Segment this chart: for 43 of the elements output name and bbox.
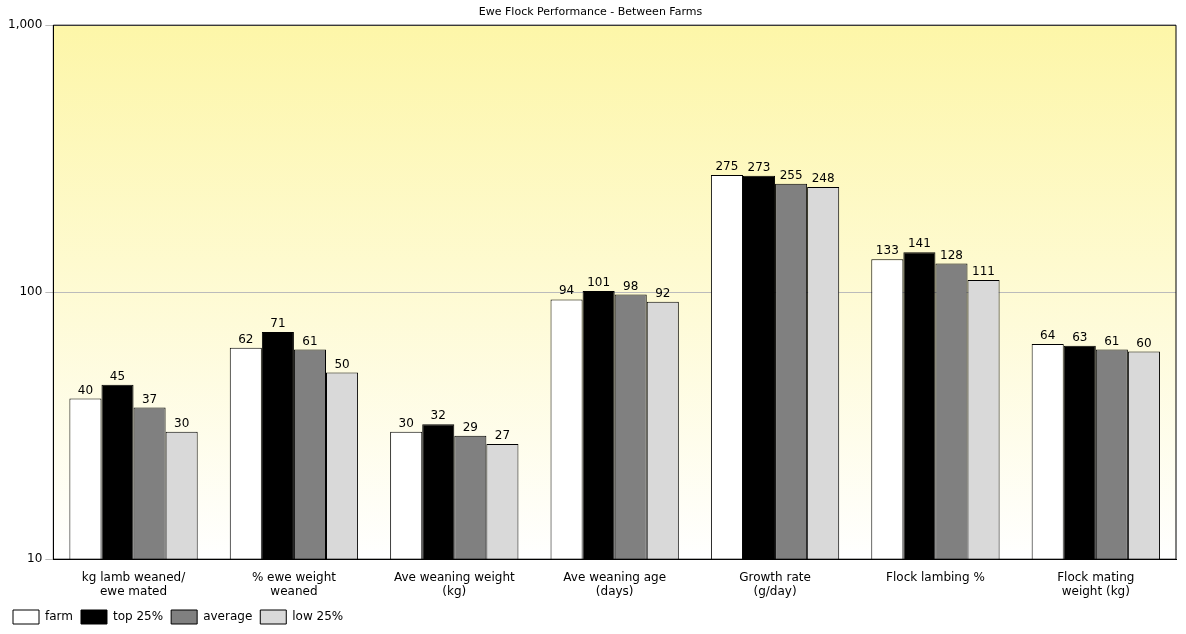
data-label: 255 — [779, 167, 803, 182]
data-label: 141 — [907, 236, 931, 251]
legend-label: low 25% — [292, 609, 344, 624]
data-label: 32 — [430, 408, 446, 423]
legend-label: average — [203, 609, 253, 624]
legend-label: farm — [45, 609, 73, 624]
data-label: 40 — [77, 382, 94, 397]
x-tick-label: Ave weaning age (days) — [563, 569, 667, 598]
x-tick-label: Ave weaning weight (kg) — [393, 569, 515, 598]
data-label: 30 — [174, 415, 190, 430]
data-label: 29 — [462, 419, 478, 434]
data-label: 248 — [811, 171, 835, 186]
x-tick-label: Growth rate (g/day) — [739, 569, 811, 598]
data-label: 50 — [334, 356, 350, 371]
data-label: 275 — [715, 159, 739, 174]
data-label: 61 — [302, 333, 318, 348]
data-label: 92 — [655, 285, 671, 300]
data-label: 61 — [1104, 333, 1120, 348]
data-label: 128 — [940, 247, 963, 262]
data-label: 111 — [972, 264, 995, 279]
x-tick-label: kg lamb weaned/ ewe mated — [81, 569, 187, 598]
y-tick-label: 100 — [19, 284, 43, 299]
data-label: 45 — [109, 368, 126, 383]
x-tick-label: Flock mating weight (kg) — [1057, 569, 1135, 598]
data-label: 273 — [747, 159, 771, 174]
x-tick-label: % ewe weight weaned — [251, 569, 337, 598]
y-tick-label: 1,000 — [7, 17, 43, 32]
data-label: 94 — [558, 283, 575, 298]
data-label: 98 — [623, 278, 639, 293]
data-label: 133 — [875, 243, 899, 258]
data-label: 64 — [1040, 328, 1056, 343]
y-tick-label: 10 — [27, 551, 43, 566]
data-label: 101 — [587, 275, 611, 290]
data-label: 62 — [238, 331, 254, 346]
data-label: 60 — [1136, 335, 1152, 350]
x-tick-label: Flock lambing % — [886, 569, 985, 584]
data-label: 37 — [141, 391, 158, 406]
data-label: 30 — [398, 415, 414, 430]
legend-label: top 25% — [112, 609, 164, 624]
data-label: 71 — [270, 316, 286, 331]
data-label: 27 — [494, 428, 511, 443]
data-label: 63 — [1072, 329, 1088, 344]
chart-title: Ewe Flock Performance - Between Farms — [478, 5, 703, 19]
